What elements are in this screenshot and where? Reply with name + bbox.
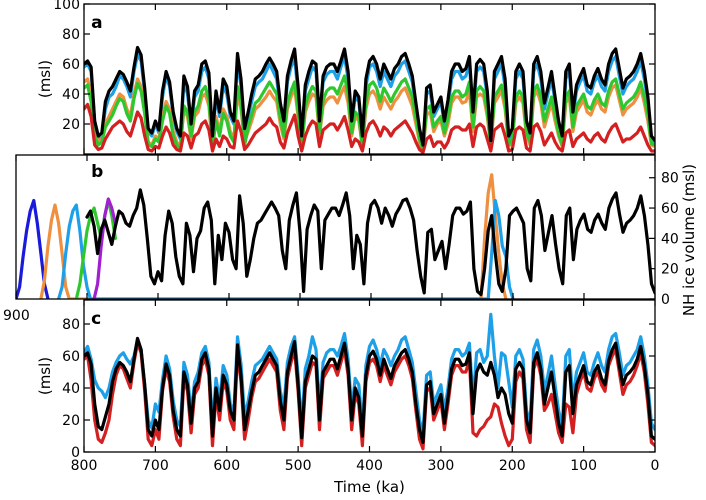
- y-tick-label: 40: [62, 381, 80, 397]
- panel-letter: b: [91, 162, 103, 182]
- x-tick-label: 600: [213, 458, 240, 474]
- y-tick-label: 100: [53, 0, 80, 13]
- panel-letter: a: [91, 13, 102, 33]
- x-tick-label: 0: [651, 458, 660, 474]
- x-tick-label: 800: [71, 458, 98, 474]
- panel-c-series-line: [84, 336, 655, 444]
- y-tick-label: 0: [661, 292, 670, 308]
- y-tick-label: 60: [62, 57, 80, 73]
- panel-letter: c: [91, 309, 101, 329]
- y-tick-label: 60: [62, 349, 80, 365]
- x-axis-title: Time (ka): [333, 478, 405, 496]
- panel-b-series-line: [56, 198, 515, 299]
- y-tick-label: 60: [661, 201, 679, 217]
- panel-b-series-line: [16, 198, 50, 299]
- y-axis-title: NH ice volume (msl): [680, 164, 698, 316]
- panel-b: 0 20 40 60 80 b NH ice volume (msl) 900: [3, 154, 698, 324]
- y-tick-label: 80: [62, 317, 80, 333]
- x-tick-label: 900: [3, 308, 30, 324]
- x-tick-label: 500: [285, 458, 312, 474]
- y-axis-title: (msl): [36, 60, 54, 98]
- y-tick-label: 0: [71, 445, 80, 461]
- panel-b-series-line: [92, 197, 118, 299]
- panel-a: 20 40 60 80 100 a (msl): [36, 0, 656, 155]
- x-tick-label: 400: [356, 458, 383, 474]
- y-tick-label: 80: [62, 27, 80, 43]
- y-tick-label: 20: [62, 413, 80, 429]
- panel-b-series-line: [39, 173, 508, 299]
- panel-a-series-line: [84, 74, 655, 152]
- x-tick-label: 700: [142, 458, 169, 474]
- panel-c-series-line: [84, 312, 655, 435]
- y-tick-label: 80: [661, 171, 679, 187]
- x-tick-label: 200: [499, 458, 526, 474]
- y-tick-label: 40: [661, 231, 679, 247]
- panel-b-series-line: [85, 188, 655, 297]
- panel-a-series-line: [84, 102, 655, 154]
- panel-c: 0 20 40 60 80 c (msl) 800 700 600 500 400 300 200 100 0…: [36, 299, 660, 496]
- y-tick-label: 40: [62, 87, 80, 103]
- y-tick-label: 20: [62, 117, 80, 133]
- panel-b-frame: [15, 154, 656, 300]
- y-axis-title: (msl): [36, 357, 54, 395]
- x-tick-label: 300: [428, 458, 455, 474]
- x-tick-label: 100: [570, 458, 597, 474]
- panel-a-series-line: [84, 45, 655, 147]
- y-tick-label: 20: [661, 262, 679, 278]
